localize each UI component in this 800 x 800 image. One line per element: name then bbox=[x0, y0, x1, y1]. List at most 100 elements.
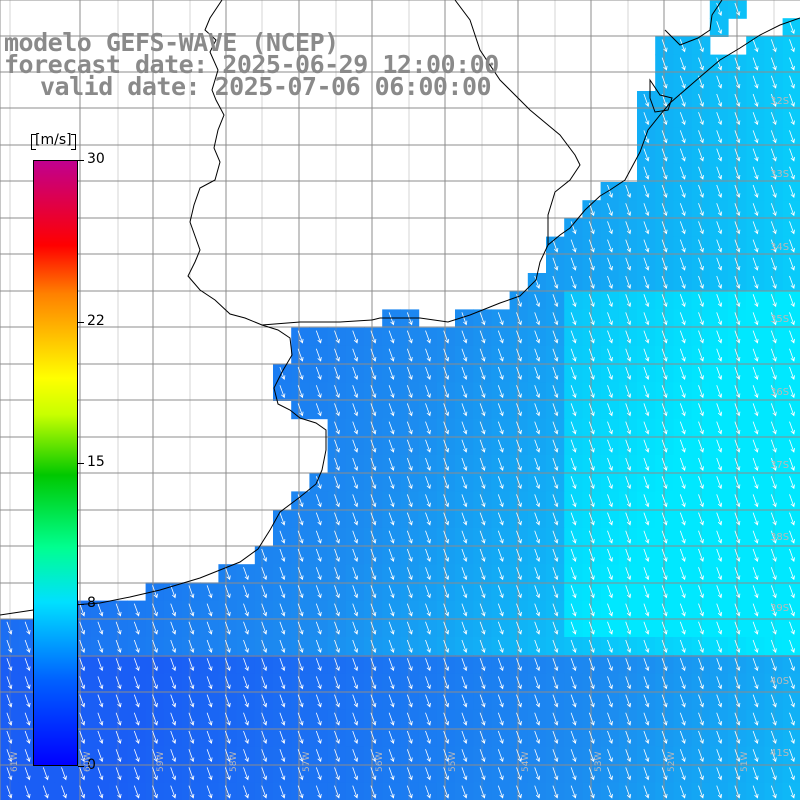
wind-arrow bbox=[789, 257, 795, 271]
wind-arrow bbox=[770, 75, 777, 89]
wind-arrow bbox=[406, 785, 413, 799]
wind-arrow bbox=[388, 730, 395, 744]
wind-arrow bbox=[479, 494, 486, 508]
wind-arrow bbox=[279, 385, 286, 399]
wind-arrow bbox=[679, 239, 686, 253]
wind-arrow bbox=[479, 403, 486, 417]
wind-arrow bbox=[297, 330, 304, 344]
wind-arrow bbox=[643, 403, 650, 417]
wind-arrow bbox=[625, 749, 632, 763]
wind-arrow bbox=[570, 439, 577, 453]
wind-arrow bbox=[770, 330, 777, 344]
wind-arrow bbox=[388, 548, 395, 562]
wind-arrow bbox=[570, 294, 577, 308]
wind-arrow bbox=[461, 366, 468, 380]
wind-arrow bbox=[552, 366, 559, 380]
wind-arrow bbox=[334, 694, 340, 708]
wind-arrow bbox=[570, 676, 577, 690]
wind-arrow bbox=[770, 221, 777, 235]
wind-arrow bbox=[297, 348, 304, 362]
wind-arrow bbox=[534, 512, 541, 526]
wind-arrow bbox=[479, 658, 486, 672]
wind-arrow bbox=[588, 676, 595, 690]
wind-arrow bbox=[534, 639, 541, 653]
wind-arrow bbox=[643, 421, 650, 435]
wind-arrow bbox=[734, 603, 741, 617]
wind-arrow bbox=[479, 785, 486, 799]
wind-arrow bbox=[516, 366, 522, 380]
wind-arrow bbox=[698, 585, 704, 599]
wind-arrow bbox=[170, 603, 177, 617]
wind-arrow bbox=[789, 93, 795, 107]
wind-arrow bbox=[643, 166, 650, 180]
wind-arrow bbox=[516, 567, 522, 581]
wind-arrow bbox=[770, 603, 777, 617]
wind-arrow bbox=[115, 785, 122, 799]
wind-arrow bbox=[661, 312, 668, 326]
wind-arrow bbox=[752, 294, 759, 308]
wind-arrow bbox=[552, 694, 559, 708]
wind-arrow bbox=[625, 421, 632, 435]
wind-arrow bbox=[534, 348, 541, 362]
wind-arrow bbox=[607, 658, 613, 672]
wind-arrow bbox=[352, 494, 359, 508]
wind-arrow bbox=[352, 603, 359, 617]
wind-arrow bbox=[406, 530, 413, 544]
wind-arrow bbox=[352, 403, 359, 417]
wind-arrow bbox=[734, 567, 741, 581]
wind-arrow bbox=[734, 457, 741, 471]
wind-arrow bbox=[716, 239, 723, 253]
wind-arrow bbox=[334, 366, 340, 380]
wind-arrow bbox=[388, 330, 395, 344]
wind-arrow bbox=[698, 57, 704, 71]
wind-arrow bbox=[661, 603, 668, 617]
wind-arrow bbox=[679, 148, 686, 162]
wind-arrow bbox=[679, 184, 686, 198]
lagoon-path bbox=[649, 78, 673, 113]
wind-arrow bbox=[716, 203, 723, 217]
wind-arrow bbox=[625, 330, 632, 344]
wind-arrow bbox=[370, 512, 377, 526]
wind-arrow bbox=[716, 767, 723, 781]
wind-arrow bbox=[770, 275, 777, 289]
wind-arrow bbox=[679, 39, 686, 53]
wind-arrow bbox=[97, 658, 104, 672]
wind-arrow bbox=[497, 694, 504, 708]
wind-arrow bbox=[752, 421, 759, 435]
wind-speed-cell bbox=[709, 782, 729, 800]
wind-arrow bbox=[643, 476, 650, 490]
wind-speed-cell bbox=[509, 782, 529, 800]
wind-arrow bbox=[224, 585, 231, 599]
latitude-label: 34S bbox=[770, 242, 790, 253]
wind-arrow bbox=[188, 749, 195, 763]
wind-arrow bbox=[552, 512, 559, 526]
wind-arrow bbox=[315, 767, 322, 781]
wind-arrow bbox=[679, 457, 686, 471]
wind-arrow bbox=[133, 767, 140, 781]
wind-arrow bbox=[588, 730, 595, 744]
wind-arrow bbox=[224, 694, 231, 708]
wind-arrow bbox=[334, 530, 340, 544]
wind-arrow bbox=[752, 385, 759, 399]
wind-arrow bbox=[552, 494, 559, 508]
wind-arrow bbox=[679, 257, 686, 271]
wind-arrow bbox=[570, 585, 577, 599]
colorbar bbox=[33, 160, 78, 766]
longitude-label: 61W bbox=[10, 751, 20, 772]
wind-arrow bbox=[770, 676, 777, 690]
wind-arrow bbox=[734, 184, 741, 198]
wind-arrow bbox=[406, 403, 413, 417]
wind-arrow bbox=[315, 494, 322, 508]
wind-arrow bbox=[752, 548, 759, 562]
wind-arrow bbox=[770, 93, 777, 107]
wind-arrow bbox=[425, 749, 431, 763]
wind-arrow bbox=[734, 130, 741, 144]
wind-arrow bbox=[42, 767, 49, 781]
wind-arrow bbox=[752, 585, 759, 599]
wind-arrow bbox=[789, 512, 795, 526]
wind-arrow bbox=[516, 403, 522, 417]
wind-arrow bbox=[297, 603, 304, 617]
wind-arrow bbox=[770, 348, 777, 362]
wind-arrow bbox=[752, 403, 759, 417]
wind-arrow bbox=[752, 330, 759, 344]
